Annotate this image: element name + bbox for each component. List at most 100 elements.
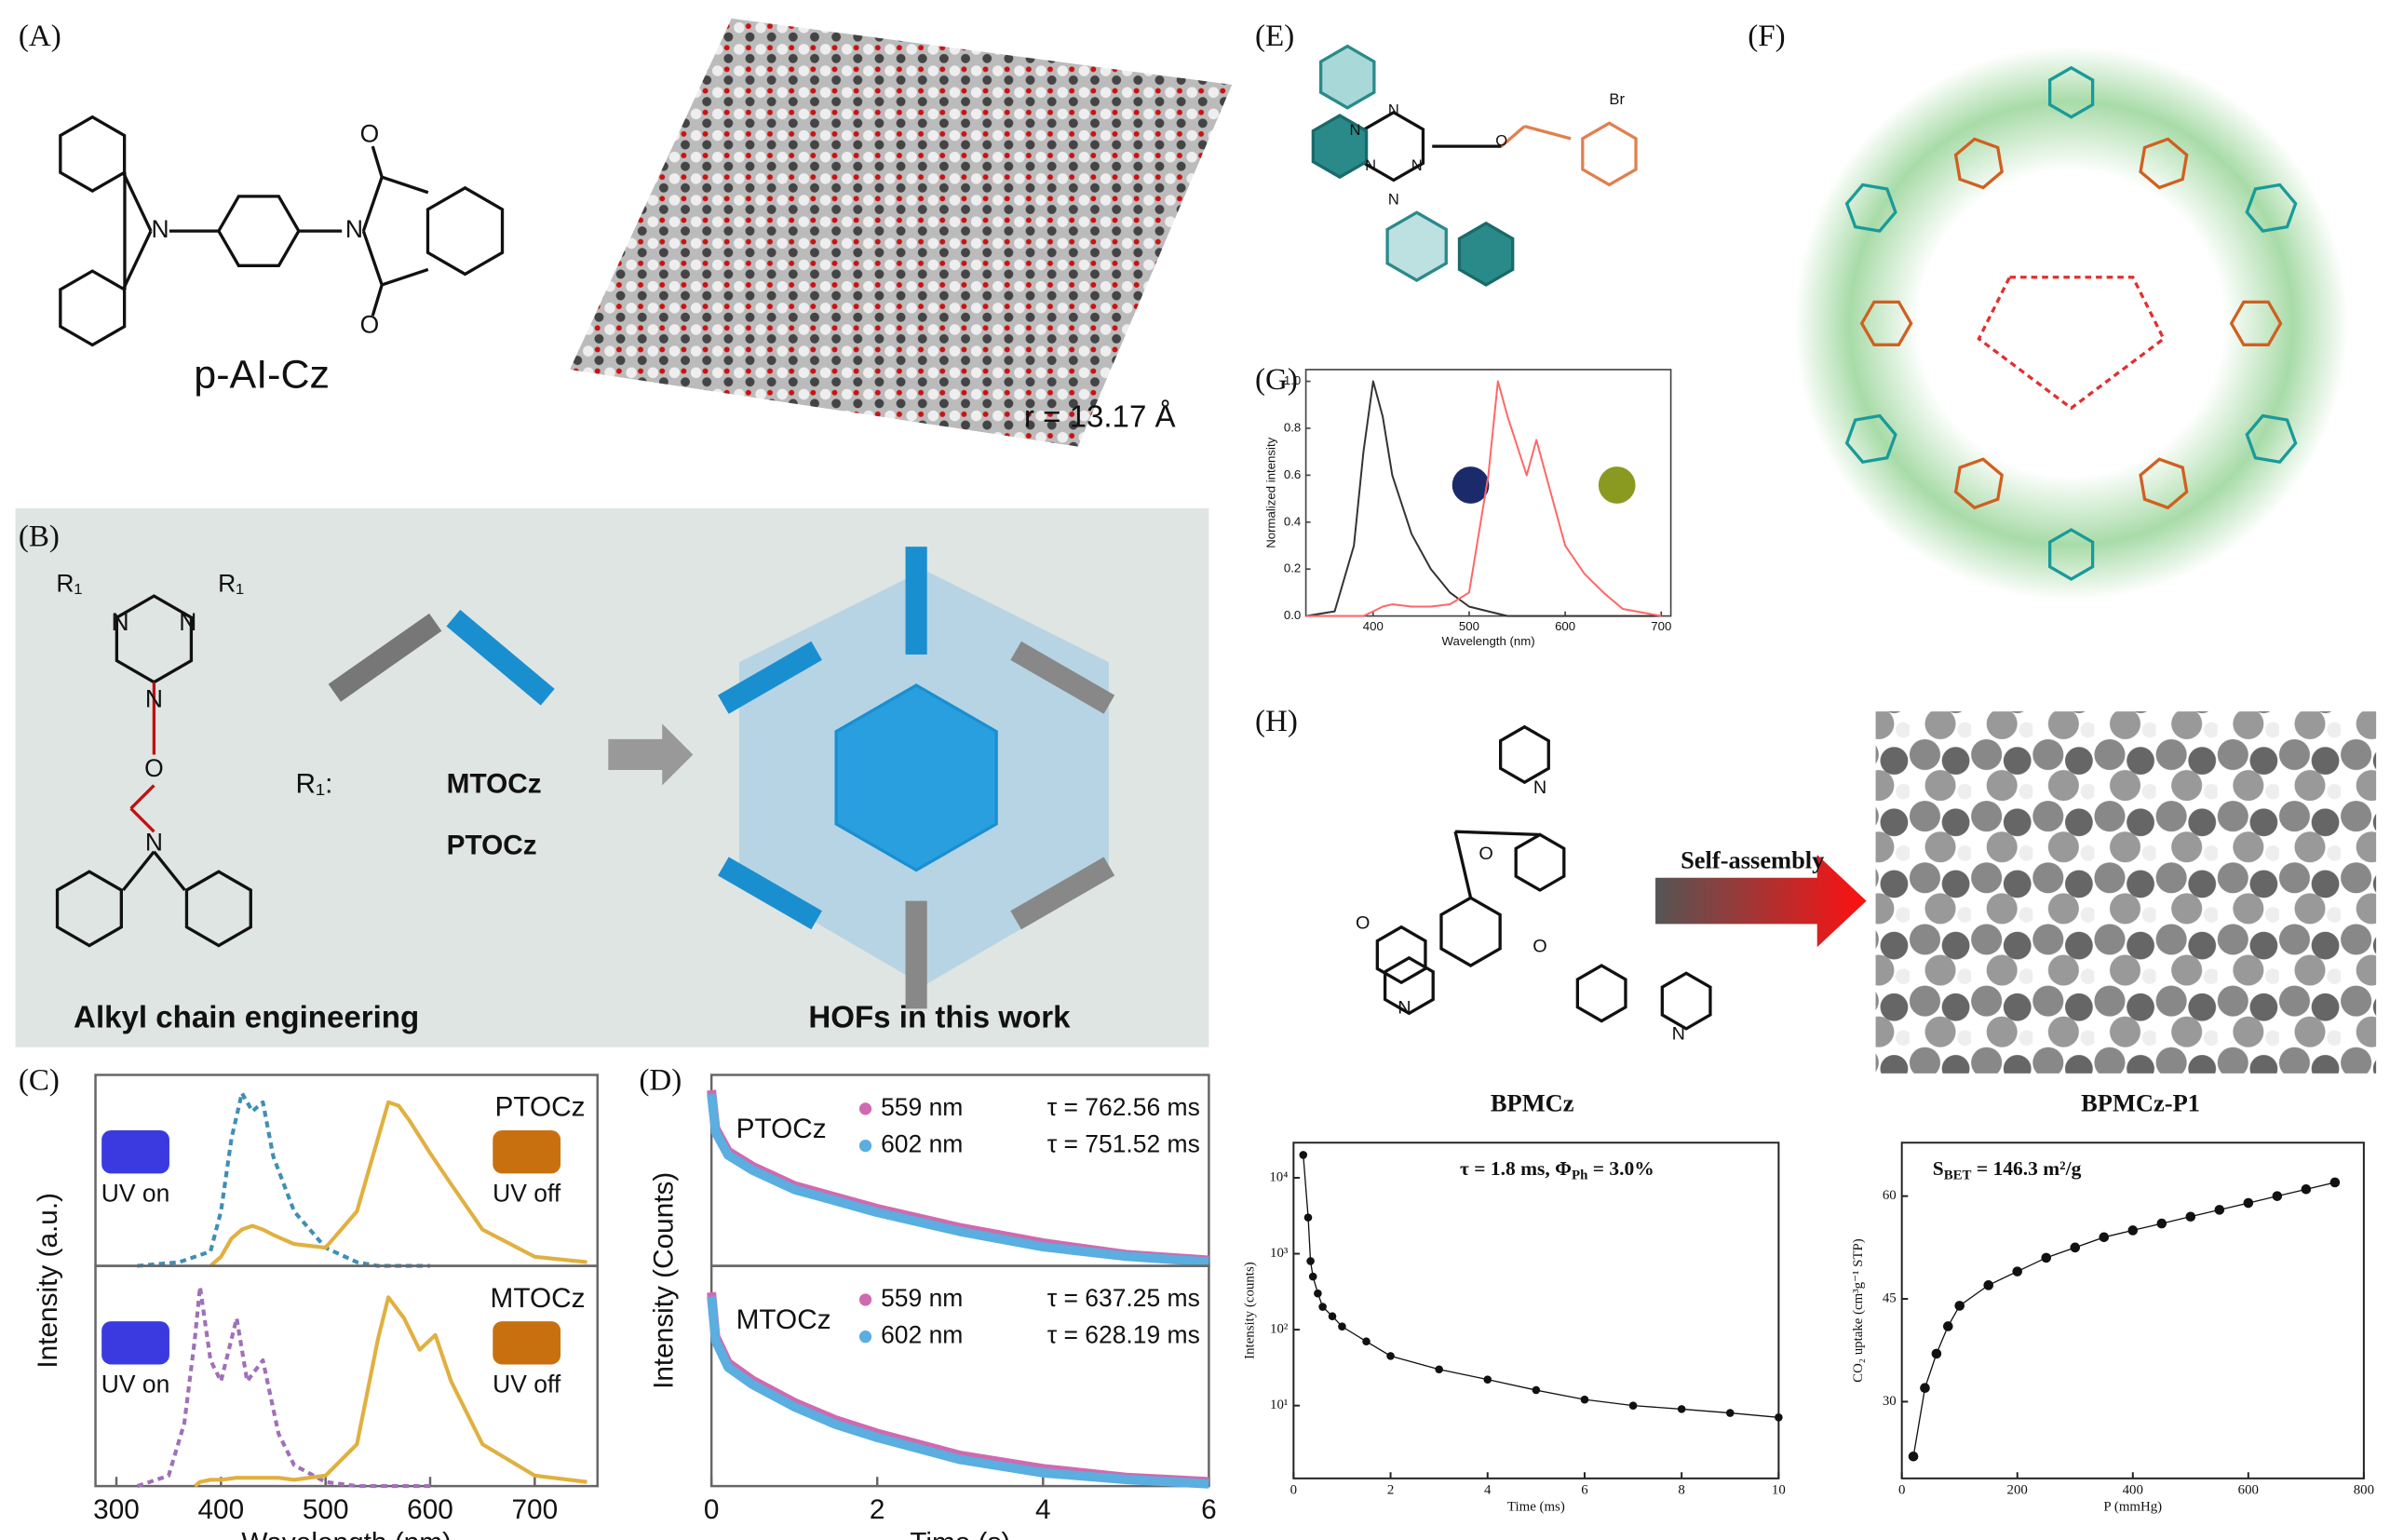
ring (1581, 121, 1638, 187)
y-tick-label: 30 (1883, 1394, 1897, 1409)
y-tick-label: 0.0 (1284, 608, 1301, 622)
emission-dot (1452, 466, 1490, 504)
ring (1660, 971, 1712, 1031)
atom: O (1479, 844, 1492, 864)
x-tick-label: 0 (704, 1494, 720, 1525)
legend-marker (858, 1139, 872, 1153)
legend-marker (858, 1293, 872, 1306)
rod (905, 547, 927, 655)
caption: HOFs in this work (808, 1001, 1071, 1035)
plot-frame (1304, 369, 1672, 617)
ring (1383, 955, 1435, 1016)
ring (2047, 65, 2095, 119)
compound-name: BPMCz-P1 (2081, 1089, 2200, 1117)
lifetime-label: τ = 628.19 ms (1047, 1321, 1200, 1349)
series-line (137, 1090, 430, 1268)
ring (1457, 221, 1515, 287)
x-tick-label: 700 (1651, 619, 1671, 633)
ring (2047, 528, 2095, 581)
atom: N (1388, 101, 1399, 118)
rod (905, 900, 927, 1009)
atom: N (1533, 777, 1546, 798)
atom: O (144, 754, 164, 782)
x-tick-label: 0 (1290, 1483, 1297, 1498)
bond (129, 807, 155, 833)
compound-name: MTOCz (447, 768, 542, 799)
x-tick-label: 600 (407, 1494, 453, 1525)
inset-label: UV on (101, 1371, 170, 1398)
x-tick-label: 500 (1459, 619, 1479, 633)
inset-label: UV off (493, 1179, 561, 1207)
atom: O (1533, 936, 1546, 956)
x-tick-label: 300 (93, 1494, 140, 1525)
series-label: MTOCz (736, 1304, 831, 1335)
ring (1318, 44, 1376, 110)
y-tick-label: 10⁴ (1269, 1169, 1288, 1184)
annotation-part: Ph (1572, 1169, 1588, 1183)
uv-off-photo (493, 1321, 561, 1365)
ring (1375, 925, 1427, 985)
x-axis-label: Wavelength (nm) (1442, 634, 1535, 648)
compound-name: PTOCz (447, 831, 537, 861)
x-axis-label: Wavelength (nm) (241, 1527, 452, 1540)
x-tick-label: 500 (303, 1494, 349, 1525)
bond (129, 784, 155, 810)
x-tick-label: 700 (512, 1494, 559, 1525)
panel-label: (B) (19, 520, 60, 553)
atom: R₁ (56, 570, 82, 598)
y-tick-label: 45 (1883, 1290, 1897, 1305)
series-label: PTOCz (736, 1114, 827, 1144)
plot-frame (1292, 1141, 1780, 1479)
atom: R₁ (218, 570, 244, 598)
lifetime-label: τ = 762.56 ms (1047, 1093, 1200, 1121)
bond (1454, 830, 1541, 837)
y-axis-label: CO₂ uptake (cm³g⁻¹ STP) (1851, 1238, 1866, 1383)
x-tick-label: 8 (1678, 1483, 1684, 1498)
bond (122, 850, 155, 892)
ring (1439, 896, 1502, 967)
series-label: PTOCz (494, 1092, 585, 1123)
bond (153, 850, 186, 892)
ring (425, 185, 505, 277)
atom: N (1398, 998, 1411, 1019)
ring (55, 870, 123, 948)
crystal-glow-f (1793, 46, 2349, 601)
plot-frame (709, 1264, 1210, 1488)
rod (718, 857, 822, 930)
x-tick-label: 800 (2354, 1483, 2374, 1498)
series-line (193, 1295, 587, 1488)
assembly-arrow (1655, 854, 1867, 948)
x-tick-label: 200 (2007, 1483, 2028, 1498)
bond (381, 267, 429, 287)
x-axis-label: Time (ms) (1507, 1500, 1565, 1515)
emission-dot (1598, 466, 1636, 504)
y-tick-label: 0.4 (1284, 514, 1301, 528)
series-label: MTOCz (491, 1283, 586, 1314)
x-axis-label: Time (s) (910, 1527, 1010, 1540)
x-axis-label: P (mmHg) (2103, 1500, 2162, 1515)
radius-label: r = 13.17 Å (1024, 400, 1176, 435)
x-tick-label: 400 (2123, 1483, 2143, 1498)
x-tick-label: 10 (1772, 1483, 1786, 1498)
uv-off-photo (493, 1130, 561, 1174)
rod (446, 609, 555, 706)
compound-name: p-AI-Cz (194, 353, 330, 398)
y-tick-label: 10¹ (1270, 1398, 1288, 1412)
ring (1385, 210, 1448, 282)
y-tick-label: 0.8 (1284, 420, 1301, 434)
x-tick-label: 2 (870, 1494, 885, 1525)
inset-label: UV off (493, 1371, 561, 1398)
y-tick-label: 1.0 (1284, 373, 1301, 387)
annotation-part: τ = 1.8 ms, Φ (1460, 1157, 1572, 1180)
ring (2245, 413, 2298, 464)
atom: N (145, 685, 163, 713)
annotation-part: = 146.3 m²/g (1971, 1157, 2081, 1180)
bond (381, 175, 429, 195)
rod (1010, 641, 1115, 714)
ring (1844, 413, 1897, 464)
rod (1010, 857, 1115, 930)
ring (1859, 300, 1913, 346)
bond (1500, 125, 1526, 148)
series-line (136, 1285, 436, 1489)
annotation-part: S (1933, 1157, 1944, 1180)
